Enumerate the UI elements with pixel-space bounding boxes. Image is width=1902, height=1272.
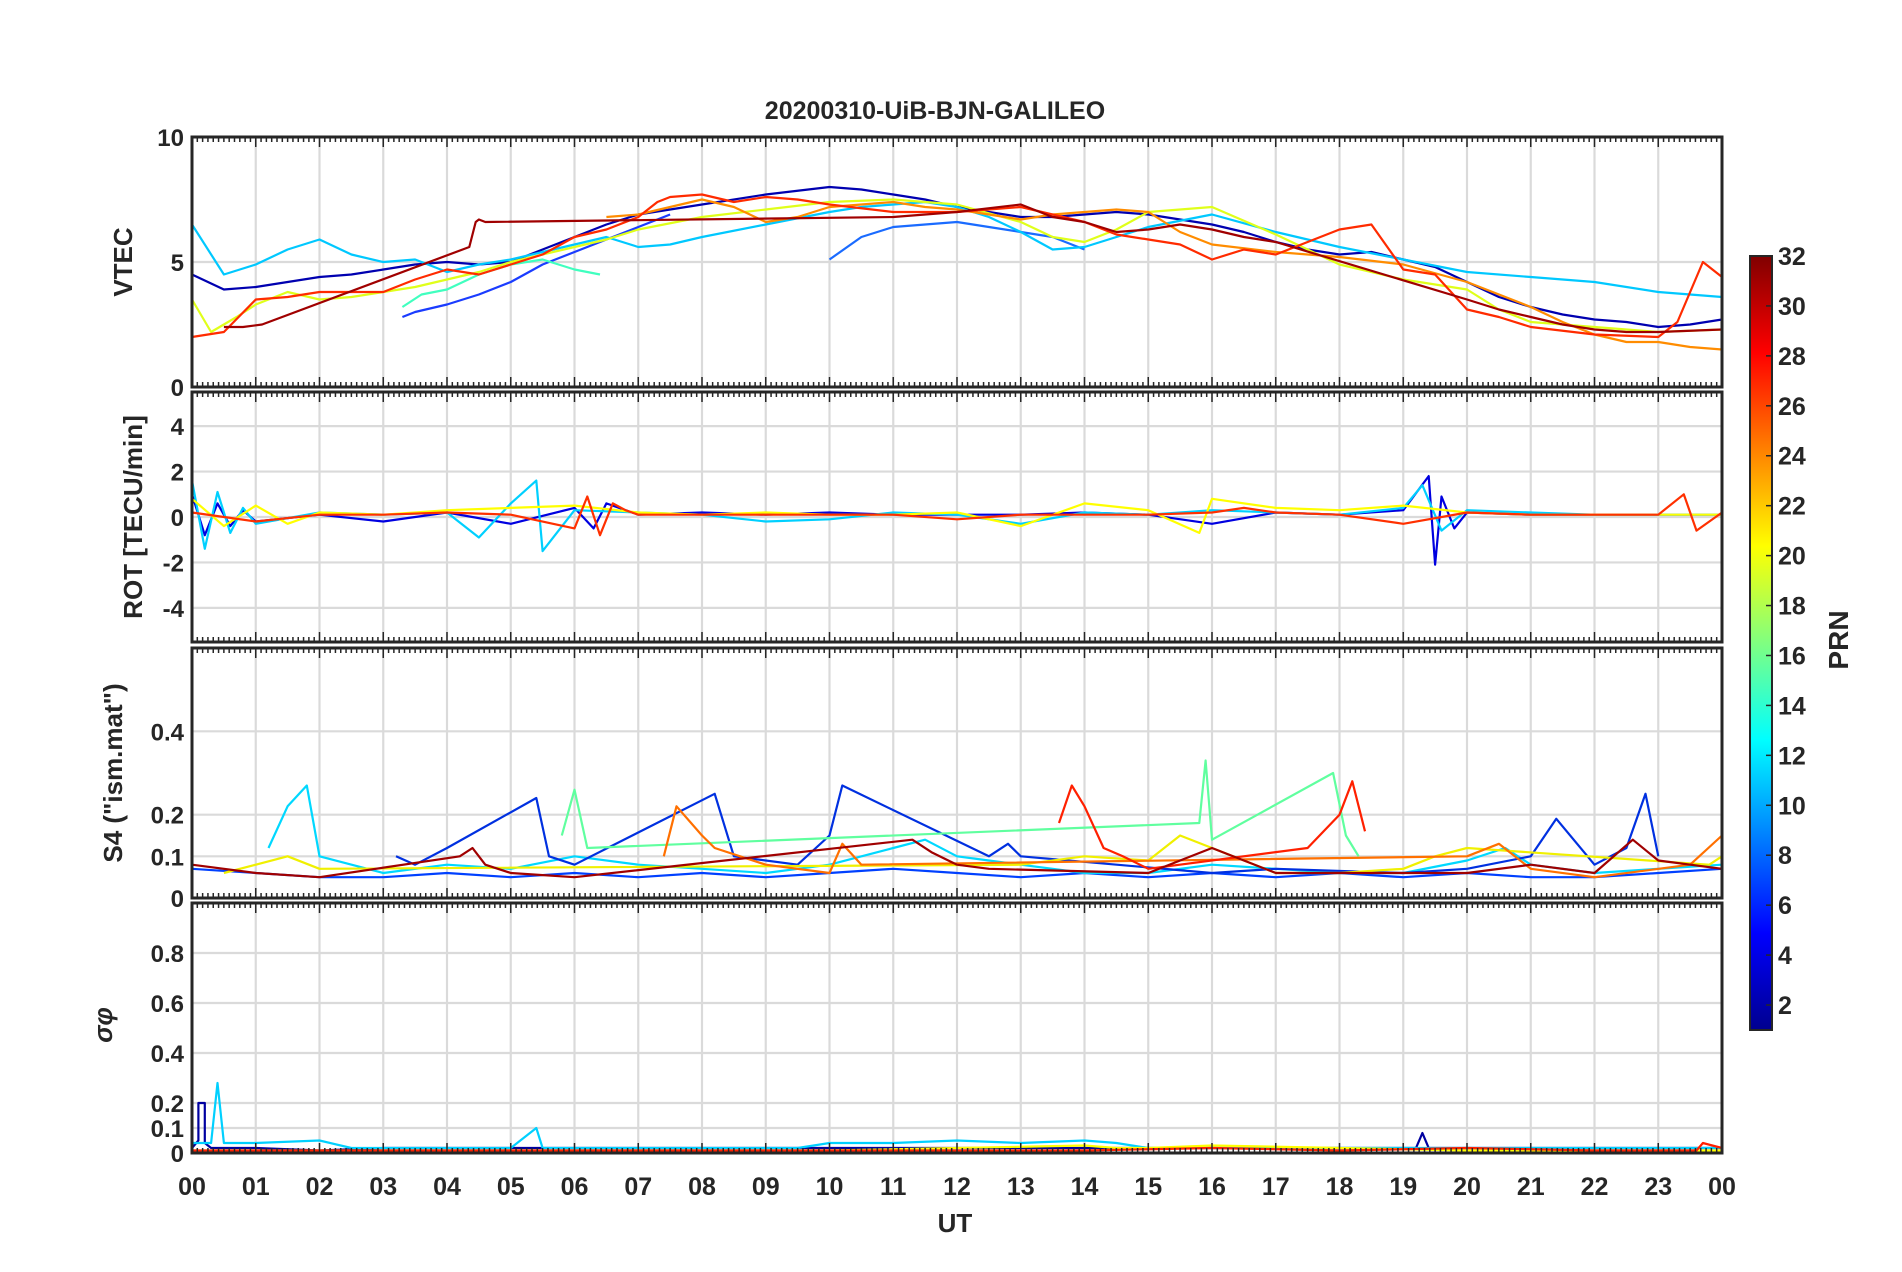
vtec-series-line (401, 213, 671, 319)
x-tick-label: 21 (1517, 1173, 1545, 1201)
sigma-phi-axis-label: σφ (88, 1007, 118, 1043)
vtec-series-line (191, 198, 1723, 334)
vtec-y-tick-label: 0 (171, 375, 184, 402)
s4-y-tick-label: 0.2 (151, 803, 184, 830)
sigma-phi-y-tick-label: 0.2 (151, 1091, 184, 1118)
colorbar-tick-label: 30 (1778, 293, 1806, 321)
s4-y-tick-label: 0 (171, 886, 184, 913)
colorbar-tick-label: 16 (1778, 642, 1806, 670)
s4-panel: 0 0.1 0.2 0.4 (151, 646, 1724, 913)
rot-y-tick-label: 2 (171, 460, 184, 487)
s4-series-line (560, 759, 1360, 857)
s4-y-tick-label: 0.4 (151, 719, 185, 746)
s4-y-tick-label: 0.1 (151, 844, 184, 871)
s4-series-line (1057, 780, 1367, 870)
x-tick-label: 03 (369, 1173, 397, 1201)
colorbar-tick-label: 24 (1778, 443, 1806, 471)
vtec-series-line (828, 220, 1085, 261)
colorbar-tick-label: 26 (1778, 393, 1806, 421)
x-tick-label: 10 (816, 1173, 844, 1201)
colorbar-tick-label: 6 (1778, 892, 1792, 920)
rot-axis-label: ROT [TECU/min] (118, 415, 148, 619)
x-tick-label: 13 (1007, 1173, 1035, 1201)
vtec-series-line (191, 193, 1723, 339)
colorbar-tick-label: 20 (1778, 543, 1806, 571)
x-axis-tick-labels: 00 01 02 03 04 05 06 07 08 09 10 11 12 13 14 15 16 17 18 19… (178, 1173, 1736, 1201)
colorbar-label: PRN (1823, 610, 1854, 669)
colorbar-bar (1749, 255, 1773, 1031)
x-tick-label: 01 (242, 1173, 270, 1201)
x-tick-label: 02 (306, 1173, 334, 1201)
colorbar-tick-label: 22 (1778, 493, 1806, 521)
colorbar-tick-label: 28 (1778, 343, 1806, 371)
vtec-series-line (223, 203, 1723, 334)
s4-series-line (395, 784, 1660, 875)
x-tick-label: 17 (1262, 1173, 1290, 1201)
colorbar-tick-label: 2 (1778, 992, 1792, 1020)
s4-series-line (191, 838, 1723, 879)
rot-y-tick-label: 0 (171, 505, 184, 532)
x-tick-label: 16 (1198, 1173, 1226, 1201)
x-tick-label: 09 (752, 1173, 780, 1201)
sigma-phi-y-tick-label: 0 (171, 1141, 184, 1168)
sigma-phi-y-tick-label: 0.6 (151, 991, 184, 1018)
colorbar-tick-label: 14 (1778, 692, 1806, 720)
vtec-series-line (191, 200, 1723, 299)
x-tick-label: 15 (1134, 1173, 1162, 1201)
rot-series-line (191, 493, 1723, 537)
colorbar-tick-label: 4 (1778, 942, 1792, 970)
x-tick-label: 23 (1644, 1173, 1672, 1201)
x-tick-label: 05 (497, 1173, 525, 1201)
rot-y-tick-label: -2 (163, 550, 184, 577)
vtec-y-tick-label: 10 (157, 125, 184, 152)
x-tick-label: 22 (1581, 1173, 1609, 1201)
x-tick-label: 08 (688, 1173, 716, 1201)
x-tick-label: 12 (943, 1173, 971, 1201)
x-tick-label: 06 (561, 1173, 589, 1201)
s4-series-line (223, 834, 1723, 875)
x-tick-label: 04 (433, 1173, 461, 1201)
sigma-phi-panel: 00.10.2 0.4 0.6 0.8 (151, 901, 1724, 1168)
rot-panel: -4 -2 0 2 4 (163, 390, 1724, 644)
figure-title: 20200310-UiB-BJN-GALILEO (765, 97, 1105, 125)
vtec-axis-label-group: VTEC (108, 227, 138, 297)
s4-series-line (662, 805, 1723, 879)
vtec-series-line (606, 198, 1723, 351)
x-tick-label: 19 (1389, 1173, 1417, 1201)
x-axis-label: UT (938, 1208, 973, 1238)
vtec-series-line (191, 185, 1723, 329)
sigma-phi-y-tick-label: 0.1 (151, 1116, 184, 1143)
rot-y-tick-label: 4 (171, 414, 185, 441)
rot-series-line (191, 497, 1722, 535)
x-tick-label: 18 (1326, 1173, 1354, 1201)
rot-axis-label-group: ROT [TECU/min] (118, 415, 148, 619)
colorbar-tick-label: 10 (1778, 792, 1806, 820)
s4-axis-label: S4 ("ism.mat") (98, 683, 128, 862)
colorbar-tick-label: 32 (1778, 243, 1806, 271)
x-tick-label: 11 (880, 1173, 907, 1201)
sigma-phi-y-tick-label: 0.8 (151, 941, 184, 968)
sigma-phi-axis-label-group: σφ (88, 1007, 118, 1043)
s4-axis-label-group: S4 ("ism.mat") (98, 683, 128, 862)
x-tick-label: 20 (1453, 1173, 1481, 1201)
x-tick-label: 00 (1708, 1173, 1736, 1201)
colorbar-tick-label: 8 (1778, 842, 1792, 870)
colorbar-tick-label: 18 (1778, 593, 1806, 621)
x-tick-label: 14 (1071, 1173, 1099, 1201)
vtec-axis-label: VTEC (108, 227, 138, 297)
vtec-y-tick-label: 5 (171, 250, 184, 277)
colorbar-tick-label: 12 (1778, 742, 1806, 770)
vtec-panel: 0 5 10 (157, 125, 1724, 402)
x-tick-label: 07 (624, 1173, 652, 1201)
x-tick-label: 00 (178, 1173, 206, 1201)
rot-y-tick-label: -4 (163, 596, 185, 623)
sigma-phi-y-tick-label: 0.4 (151, 1041, 185, 1068)
